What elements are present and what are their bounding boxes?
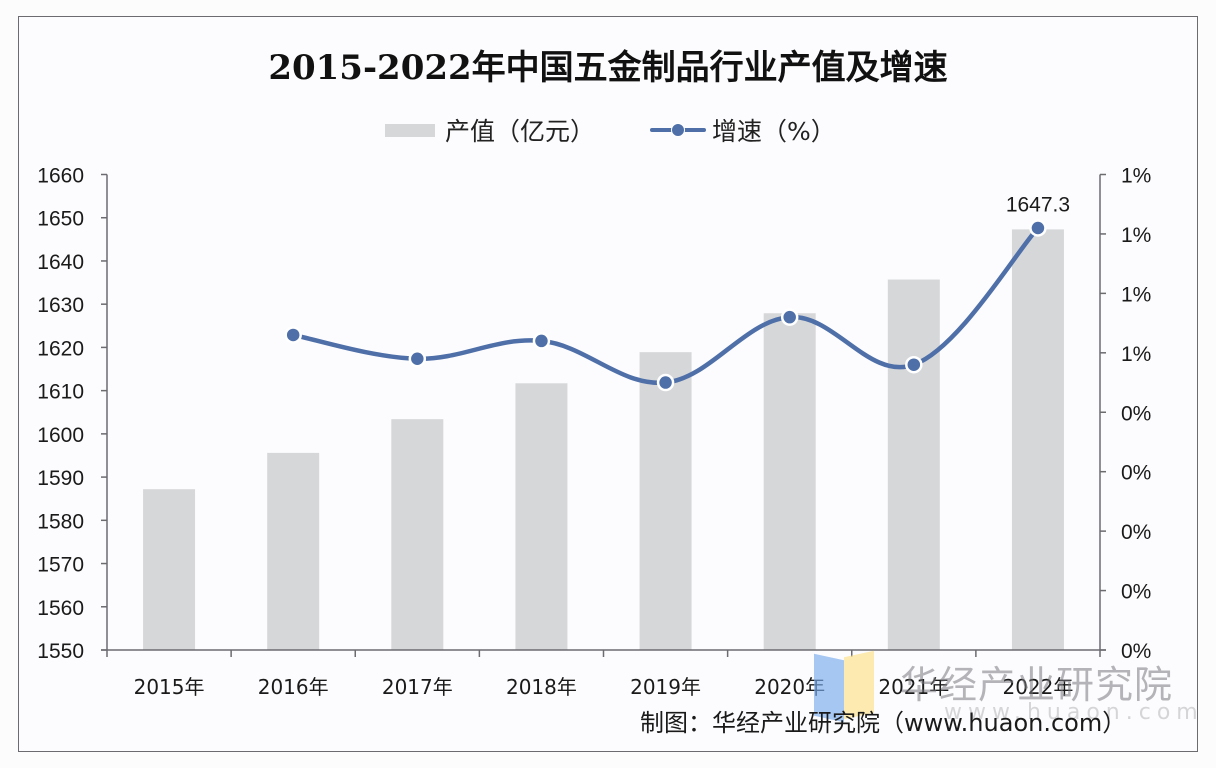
left-tick-label: 1630 (37, 294, 84, 317)
left-tick-label: 1610 (37, 381, 84, 404)
category-label: 2019年 (630, 675, 701, 699)
left-tick-label: 1580 (37, 510, 84, 533)
bar-swatch-icon (385, 123, 435, 137)
legend-label-growth: 增速（%） (712, 117, 836, 146)
category-label: 2021年 (878, 675, 949, 699)
line-marker-swatch-icon (650, 123, 706, 137)
bar-2016年 (267, 452, 320, 650)
legend-label-output: 产值（亿元） (445, 117, 596, 146)
right-tick-label: 1% (1121, 224, 1151, 247)
category-label: 2017年 (382, 675, 453, 699)
bar-2018年 (515, 383, 568, 650)
bar-2022年 (1011, 229, 1064, 651)
category-label: 2018年 (506, 675, 577, 699)
right-tick-label: 1% (1121, 343, 1151, 366)
right-tick-label: 1% (1121, 165, 1151, 188)
right-tick-label: 0% (1121, 581, 1151, 604)
growth-rate-marker (780, 308, 799, 326)
left-tick-label: 1560 (37, 597, 84, 620)
bar-2021年 (887, 279, 940, 650)
right-tick-label: 0% (1121, 640, 1151, 663)
legend-item-growth: 增速（%） (650, 112, 836, 148)
growth-rate-marker (656, 373, 675, 392)
right-tick-label: 0% (1121, 521, 1151, 544)
growth-rate-marker (1029, 219, 1047, 237)
chart-frame (18, 16, 1198, 752)
category-label: 2016年 (258, 675, 329, 699)
bar-data-label: 1647.3 (1006, 193, 1070, 216)
growth-rate-marker (532, 332, 551, 350)
bar-2015年 (143, 489, 196, 650)
left-tick-label: 1660 (37, 165, 84, 188)
left-tick-label: 1620 (37, 337, 84, 360)
left-tick-label: 1590 (37, 467, 84, 490)
chart-legend: 产值（亿元） 增速（%） (0, 112, 1216, 148)
growth-rate-marker (905, 355, 923, 374)
growth-rate-marker (284, 326, 302, 344)
legend-item-output: 产值（亿元） (385, 112, 595, 148)
chart-title: 2015-2022年中国五金制品行业产值及增速 (268, 48, 948, 88)
source-note: 制图：华经产业研究院（www.huaon.com） (640, 709, 1127, 737)
right-tick-label: 0% (1121, 402, 1151, 425)
bar-2019年 (639, 352, 692, 650)
category-label: 2022年 (1002, 675, 1073, 699)
category-label: 2015年 (134, 675, 205, 699)
bar-2020年 (763, 313, 816, 650)
right-tick-label: 1% (1121, 283, 1151, 306)
right-tick-label: 0% (1121, 462, 1151, 485)
left-tick-label: 1650 (37, 208, 84, 231)
left-tick-label: 1570 (37, 554, 84, 577)
left-tick-label: 1550 (37, 640, 84, 663)
left-tick-label: 1600 (37, 424, 84, 447)
growth-rate-marker (408, 350, 427, 368)
left-tick-label: 1640 (37, 251, 84, 274)
category-label: 2020年 (754, 675, 825, 699)
bar-2017年 (391, 419, 444, 650)
